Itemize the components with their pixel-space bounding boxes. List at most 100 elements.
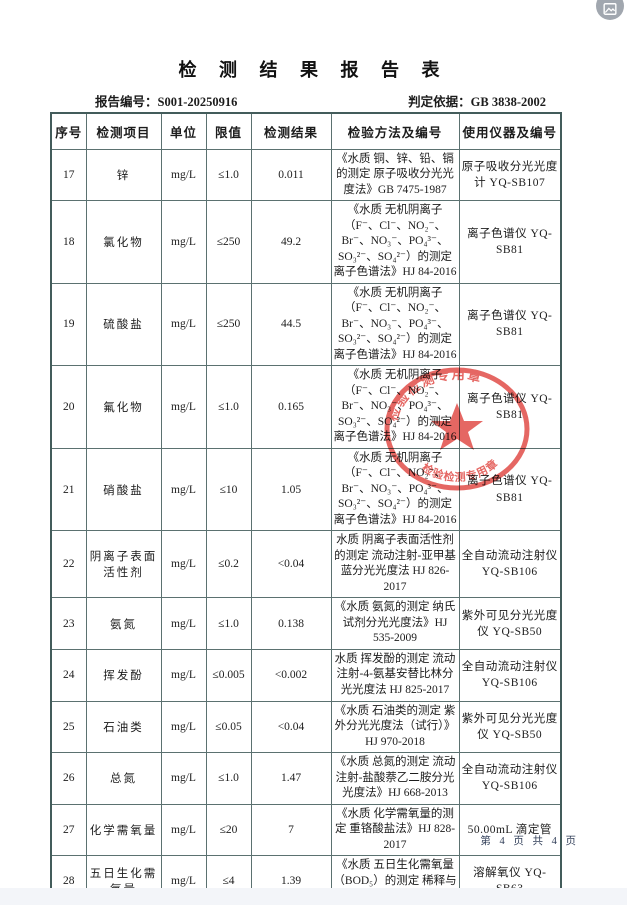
cell-no: 18	[50, 200, 87, 284]
cell-no: 24	[50, 648, 87, 702]
cell-method: 水质 挥发酚的测定 流动注射-4-氨基安替比林分光光度法 HJ 825-2017	[330, 648, 460, 702]
report-number: 报告编号：S001-20250916	[50, 91, 237, 110]
cell-result: 0.011	[250, 148, 332, 202]
report-number-label: 报告编号：	[95, 95, 158, 109]
cell-limit: ≤1.0	[205, 597, 252, 650]
cell-item: 总氮	[85, 752, 162, 805]
cell-no: 23	[50, 597, 87, 650]
cell-no: 20	[50, 365, 87, 449]
cell-instrument: 全自动流动注射仪 YQ-SB106	[458, 648, 562, 702]
image-icon	[603, 3, 617, 15]
table-row: 25 石油类 mg/L ≤0.05 <0.04 《水质 石油类的测定 紫外分光光度法（试行…	[50, 700, 562, 754]
cell-no: 19	[50, 282, 87, 367]
cell-item: 氨氮	[85, 597, 162, 650]
table-row: 19 硫酸盐 mg/L ≤250 44.5 《水质 无机阴离子（F⁻、Cl⁻、NO₂⁻、B…	[50, 282, 562, 367]
cell-limit: ≤10	[205, 447, 252, 532]
cell-result: <0.04	[250, 700, 332, 754]
cell-item: 氯化物	[85, 200, 162, 284]
table-row: 22 阴离子表面活性剂 mg/L ≤0.2 <0.04 水质 阴离子表面活性剂的测定 流动…	[50, 530, 562, 599]
image-viewer-button[interactable]	[596, 0, 624, 20]
cell-no: 22	[50, 530, 87, 599]
cell-method: 《水质 无机阴离子（F⁻、Cl⁻、NO₂⁻、Br⁻、NO₃⁻、PO₄³⁻、SO₃…	[330, 200, 460, 284]
cell-unit: mg/L	[160, 530, 207, 599]
cell-unit: mg/L	[160, 648, 207, 702]
results-table: 序号 检测项目 单位 限值 检测结果 检验方法及编号 使用仪器及编号 17 锌 mg/L ≤1.0…	[50, 112, 562, 905]
cell-result: <0.002	[250, 648, 332, 702]
cell-instrument: 离子色谱仪 YQ-SB81	[458, 447, 562, 532]
cell-result: 1.05	[250, 447, 332, 532]
cell-unit: mg/L	[160, 803, 207, 857]
cell-unit: mg/L	[160, 597, 207, 650]
judgement-basis-value: GB 3838-2002	[470, 95, 546, 109]
cell-no: 27	[50, 803, 87, 857]
page-title: 检 测 结 果 报 告 表	[178, 60, 449, 80]
column-header: 单位	[160, 112, 207, 150]
cell-item: 锌	[85, 148, 162, 202]
cell-unit: mg/L	[160, 148, 207, 202]
cell-result: 44.5	[250, 282, 332, 367]
cell-instrument: 离子色谱仪 YQ-SB81	[458, 282, 562, 367]
cell-limit: ≤0.05	[205, 700, 252, 754]
cell-unit: mg/L	[160, 700, 207, 754]
table-row: 26 总氮 mg/L ≤1.0 1.47 《水质 总氮的测定 流动注射-盐酸萘乙二胺分光光…	[50, 752, 562, 805]
cell-result: 0.165	[250, 365, 332, 449]
cell-item: 阴离子表面活性剂	[85, 530, 162, 599]
cell-instrument: 50.00mL 滴定管	[458, 803, 562, 857]
cell-instrument: 紫外可见分光光度仪 YQ-SB50	[458, 700, 562, 754]
column-header: 检验方法及编号	[330, 112, 460, 150]
cell-limit: ≤250	[205, 282, 252, 367]
cell-limit: ≤1.0	[205, 148, 252, 202]
page-number: 第 4 页 共 4 页	[480, 836, 579, 847]
cell-method: 《水质 化学需氧量的测定 重铬酸盐法》HJ 828-2017	[330, 803, 460, 857]
table-row: 20 氟化物 mg/L ≤1.0 0.165 《水质 无机阴离子（F⁻、Cl⁻、NO₂⁻、…	[50, 365, 562, 449]
cell-limit: ≤1.0	[205, 752, 252, 805]
cell-limit: ≤20	[205, 803, 252, 857]
table-row: 18 氯化物 mg/L ≤250 49.2 《水质 无机阴离子（F⁻、Cl⁻、NO₂⁻、B…	[50, 200, 562, 284]
column-header: 检测结果	[250, 112, 332, 150]
cell-result: 1.47	[250, 752, 332, 805]
cell-result: 0.138	[250, 597, 332, 650]
background-strip	[0, 888, 627, 905]
report-meta: 报告编号：S001-20250916 判定依据：GB 3838-2002	[50, 91, 560, 110]
cell-no: 17	[50, 148, 87, 202]
cell-unit: mg/L	[160, 447, 207, 532]
table-row: 17 锌 mg/L ≤1.0 0.011 《水质 铜、锌、铅、镉的测定 原子吸收分光光度法…	[50, 148, 562, 202]
cell-item: 化学需氧量	[85, 803, 162, 857]
report-content: 序号 检测项目 单位 限值 检测结果 检验方法及编号 使用仪器及编号 17 锌 mg/L ≤1.0…	[50, 112, 562, 905]
cell-method: 《水质 无机阴离子（F⁻、Cl⁻、NO₂⁻、Br⁻、NO₃⁻、PO₄³⁻、SO₃…	[330, 365, 460, 449]
cell-limit: ≤250	[205, 200, 252, 284]
cell-limit: ≤0.005	[205, 648, 252, 702]
cell-method: 《水质 无机阴离子（F⁻、Cl⁻、NO₂⁻、Br⁻、NO₃⁻、PO₄³⁻、SO₃…	[330, 447, 460, 532]
column-header: 序号	[50, 112, 87, 150]
cell-method: 《水质 氨氮的测定 纳氏试剂分光光度法》HJ 535-2009	[330, 597, 460, 650]
cell-unit: mg/L	[160, 282, 207, 367]
table-row: 24 挥发酚 mg/L ≤0.005 <0.002 水质 挥发酚的测定 流动注射-4-氨基…	[50, 648, 562, 702]
table-row: 27 化学需氧量 mg/L ≤20 7 《水质 化学需氧量的测定 重铬酸盐法》HJ 828…	[50, 803, 562, 857]
table-row: 23 氨氮 mg/L ≤1.0 0.138 《水质 氨氮的测定 纳氏试剂分光光度法》HJ …	[50, 597, 562, 650]
cell-method: 《水质 无机阴离子（F⁻、Cl⁻、NO₂⁻、Br⁻、NO₃⁻、PO₄³⁻、SO₃…	[330, 282, 460, 367]
cell-result: 7	[250, 803, 332, 857]
cell-no: 26	[50, 752, 87, 805]
cell-item: 氟化物	[85, 365, 162, 449]
column-header: 限值	[205, 112, 252, 150]
cell-unit: mg/L	[160, 200, 207, 284]
cell-no: 21	[50, 447, 87, 532]
cell-method: 水质 阴离子表面活性剂的测定 流动注射-亚甲基蓝分光光度法 HJ 826-201…	[330, 530, 460, 599]
column-header: 使用仪器及编号	[458, 112, 562, 150]
cell-method: 《水质 石油类的测定 紫外分光光度法（试行）》HJ 970-2018	[330, 700, 460, 754]
report-number-value: S001-20250916	[157, 95, 238, 109]
cell-method: 《水质 铜、锌、铅、镉的测定 原子吸收分光光度法》GB 7475-1987	[330, 148, 460, 202]
cell-no: 25	[50, 700, 87, 754]
column-header: 检测项目	[85, 112, 162, 150]
cell-instrument: 原子吸收分光光度计 YQ-SB107	[458, 148, 562, 202]
cell-item: 硫酸盐	[85, 282, 162, 367]
cell-unit: mg/L	[160, 752, 207, 805]
cell-instrument: 离子色谱仪 YQ-SB81	[458, 365, 562, 449]
cell-result: <0.04	[250, 530, 332, 599]
cell-limit: ≤1.0	[205, 365, 252, 449]
judgement-basis-label: 判定依据：	[408, 95, 471, 109]
judgement-basis: 判定依据：GB 3838-2002	[408, 91, 560, 110]
cell-instrument: 全自动流动注射仪 YQ-SB106	[458, 752, 562, 805]
cell-item: 硝酸盐	[85, 447, 162, 532]
